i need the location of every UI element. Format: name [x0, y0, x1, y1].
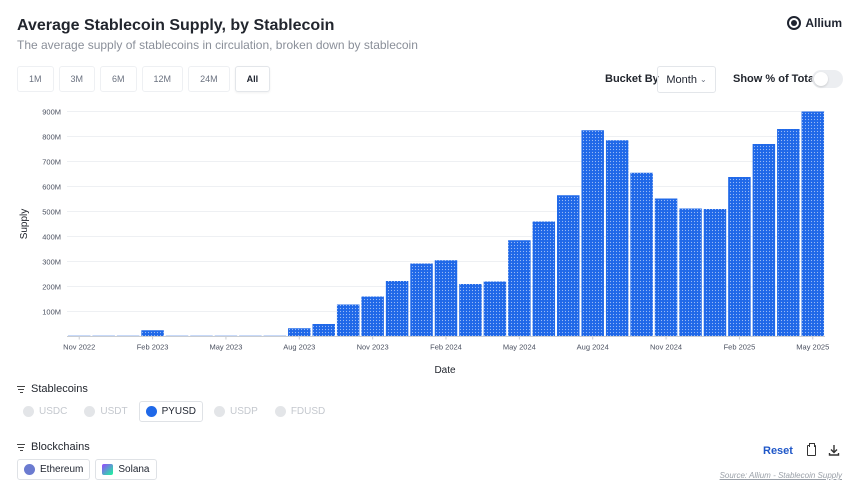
bar-texture — [508, 240, 531, 337]
chip-label: USDT — [100, 406, 128, 417]
range-button-1m[interactable]: 1M — [17, 66, 54, 92]
range-button-6m[interactable]: 6M — [100, 66, 137, 92]
bar-texture — [312, 324, 335, 337]
chip-label: USDC — [39, 406, 68, 417]
chip-label: USDP — [230, 406, 258, 417]
x-tick-label: Feb 2024 — [430, 343, 462, 352]
chip-label: Ethereum — [40, 464, 84, 475]
x-tick-label: Nov 2023 — [357, 343, 389, 352]
pyusd-icon — [145, 406, 157, 417]
x-tick-label: Nov 2024 — [650, 343, 682, 352]
chip-usdt[interactable]: USDT — [78, 401, 133, 422]
allium-logo-icon — [787, 16, 802, 30]
blockchain-chip-row: Ethereum Solana — [17, 459, 157, 480]
bar-texture — [288, 328, 311, 337]
bar-texture — [728, 177, 751, 337]
bar-texture — [483, 281, 507, 337]
y-tick-label: 800M — [42, 133, 61, 142]
chip-pyusd[interactable]: PYUSD — [138, 401, 204, 422]
y-tick-label: 200M — [42, 283, 61, 292]
bar-texture — [679, 208, 702, 337]
bar-texture — [752, 144, 776, 337]
bar-texture — [581, 130, 604, 337]
chart-title: Average Stablecoin Supply, by Stablecoin — [17, 17, 335, 34]
y-tick-label: 300M — [42, 258, 61, 267]
clipboard-icon[interactable] — [807, 443, 816, 456]
bar-texture — [141, 330, 164, 337]
bar-chart: 100M 200M 300M 400M 500M 600M 700M 800M 900M Nov … — [19, 108, 829, 377]
chip-solana[interactable]: Solana — [95, 459, 157, 480]
y-tick-label: 100M — [42, 308, 61, 317]
bar-texture — [434, 260, 458, 337]
bar-texture — [605, 140, 629, 337]
stablecoin-chip-row: USDC USDT PYUSD USDP FDUSD — [17, 401, 331, 422]
y-tick-label: 600M — [42, 183, 61, 192]
bar-texture — [654, 198, 678, 337]
brand: Allium — [787, 16, 842, 30]
y-axis-title: Supply — [19, 209, 30, 240]
x-tick-label: May 2023 — [209, 343, 242, 352]
ethereum-icon — [24, 464, 35, 475]
x-tick-label: Nov 2022 — [63, 343, 95, 352]
bar-texture — [557, 195, 580, 337]
source-link[interactable]: Source: Allium - Stablecoin Supply — [719, 471, 842, 480]
y-tick-label: 500M — [42, 208, 61, 217]
bucket-select[interactable]: Month ⌄ — [657, 66, 716, 93]
blockchains-section: Blockchains — [17, 441, 90, 453]
time-range-group: 1M 3M 6M 12M 24M All — [17, 66, 271, 92]
solana-icon — [102, 464, 114, 475]
chip-label: Solana — [118, 464, 150, 475]
x-tick-label: Feb 2023 — [137, 343, 169, 352]
chip-label: FDUSD — [290, 406, 326, 417]
x-tick-label: Feb 2025 — [724, 343, 756, 352]
bar-texture — [336, 304, 360, 337]
range-button-3m[interactable]: 3M — [58, 66, 96, 92]
filter-icon — [17, 385, 25, 393]
brand-name: Allium — [805, 16, 842, 30]
show-percent-toggle[interactable] — [812, 70, 843, 88]
bucket-by-label: Bucket By — [605, 73, 659, 85]
chip-label: PYUSD — [161, 406, 197, 417]
y-tick-label: 900M — [42, 108, 61, 117]
fdusd-icon — [274, 406, 286, 417]
bar-texture — [703, 209, 727, 337]
bar-texture — [801, 111, 825, 337]
x-tick-label: May 2024 — [503, 343, 536, 352]
bar-texture — [777, 129, 800, 337]
stablecoins-section: Stablecoins — [17, 383, 88, 395]
y-tick-label: 400M — [42, 233, 61, 242]
x-axis-title: Date — [434, 365, 456, 376]
chart-subtitle: The average supply of stablecoins in cir… — [17, 38, 418, 52]
bar-texture — [410, 263, 433, 337]
range-button-all[interactable]: All — [234, 66, 271, 92]
usdt-icon — [84, 406, 96, 417]
range-button-24m[interactable]: 24M — [188, 66, 230, 92]
x-tick-label: Aug 2023 — [283, 343, 315, 352]
filter-icon — [17, 443, 25, 451]
stablecoins-label: Stablecoins — [31, 383, 88, 395]
blockchains-label: Blockchains — [31, 441, 90, 453]
x-tick-label: Aug 2024 — [577, 343, 609, 352]
chip-fdusd[interactable]: FDUSD — [269, 401, 331, 422]
chip-usdp[interactable]: USDP — [208, 401, 264, 422]
chevron-down-icon: ⌄ — [699, 75, 707, 84]
usdc-icon — [23, 406, 34, 417]
bar-texture — [630, 172, 653, 337]
chip-usdc[interactable]: USDC — [17, 401, 73, 422]
y-tick-label: 700M — [42, 158, 61, 167]
reset-button[interactable]: Reset — [763, 445, 793, 457]
usdp-icon — [214, 406, 226, 417]
bar-texture — [361, 296, 384, 337]
bar-texture — [385, 281, 409, 337]
toggle-knob — [814, 72, 828, 86]
bar-texture — [532, 221, 556, 337]
show-percent-label: Show % of Total — [733, 73, 818, 85]
bar-texture — [459, 284, 482, 337]
x-tick-label: May 2025 — [796, 343, 829, 352]
range-button-12m[interactable]: 12M — [141, 66, 184, 92]
download-icon[interactable] — [828, 444, 840, 456]
bucket-select-value: Month — [666, 73, 697, 86]
chip-ethereum[interactable]: Ethereum — [17, 459, 91, 480]
